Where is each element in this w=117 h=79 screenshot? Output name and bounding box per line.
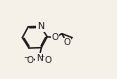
Text: N: N <box>36 54 42 63</box>
Text: +: + <box>39 54 44 59</box>
Text: O: O <box>26 56 33 65</box>
Text: N: N <box>37 22 44 31</box>
Text: O: O <box>51 33 58 42</box>
Text: O: O <box>63 38 70 47</box>
Text: −: − <box>24 55 30 61</box>
Text: O: O <box>44 56 51 65</box>
